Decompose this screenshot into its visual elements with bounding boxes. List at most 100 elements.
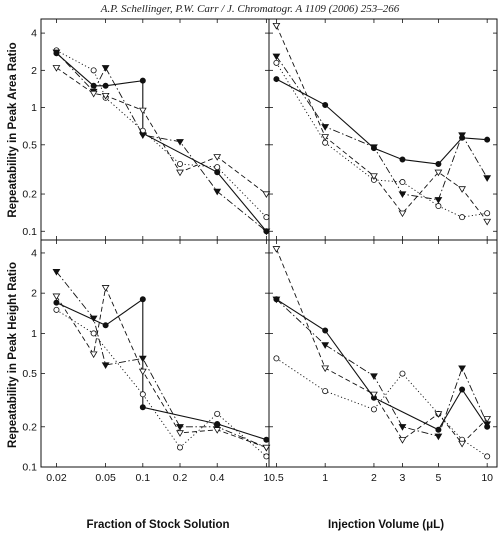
data-point	[321, 134, 330, 141]
data-point	[214, 410, 221, 417]
x-tick-label: 2	[371, 472, 377, 484]
data-point	[434, 411, 443, 418]
series-line-open-circle	[56, 50, 267, 218]
x-tick-label: 1	[322, 472, 328, 484]
data-point	[214, 164, 221, 171]
data-point	[101, 285, 110, 292]
data-point	[139, 404, 146, 411]
x-tick-label: 0.2	[173, 472, 188, 484]
x-tick-label: 0.1	[136, 472, 151, 484]
y-tick-label: 1	[31, 328, 37, 340]
data-point	[262, 191, 271, 199]
data-point	[399, 370, 406, 377]
data-point	[53, 299, 60, 306]
data-point	[273, 355, 280, 362]
data-point	[399, 156, 406, 163]
x-tick-label: 0.05	[95, 472, 116, 484]
data-point	[484, 136, 491, 143]
data-point	[370, 391, 378, 399]
data-point	[89, 351, 98, 359]
data-point	[459, 214, 466, 221]
data-point	[370, 373, 378, 380]
panel-top-right	[268, 18, 498, 241]
data-point	[435, 160, 442, 167]
series-line-open-triangle-down	[275, 248, 488, 445]
data-point	[435, 203, 442, 210]
series-line-open-circle	[276, 358, 488, 457]
data-point	[272, 296, 281, 304]
data-point	[399, 179, 406, 186]
y-tick-label: 0.5	[22, 139, 37, 151]
data-point	[321, 342, 330, 349]
data-point	[273, 76, 280, 83]
data-point	[458, 186, 466, 193]
data-point	[484, 210, 491, 217]
data-point	[434, 197, 443, 204]
series-line-filled-triangle-down	[276, 55, 488, 201]
data-point	[263, 453, 270, 460]
series-line-filled-circle	[276, 78, 488, 165]
series-line-open-triangle-down	[275, 25, 488, 222]
panel-bottom-right: 0.5 1 2 3 5 10	[268, 239, 498, 484]
data-point	[322, 388, 329, 395]
series-line-filled-circle	[276, 298, 488, 431]
x-tick-label: 1	[263, 472, 269, 484]
data-point	[177, 444, 184, 451]
data-point	[138, 368, 147, 376]
data-point	[90, 67, 97, 74]
data-point	[398, 424, 407, 431]
data-point	[213, 188, 222, 196]
data-point	[52, 269, 61, 276]
data-point	[139, 77, 146, 84]
series-line-filled-circle	[56, 298, 267, 441]
data-point	[138, 355, 147, 363]
y-tick-label: 4	[31, 28, 37, 40]
data-point	[52, 49, 61, 57]
y-axis-label-top: Repeatability in Peak Area Ratio	[7, 42, 19, 217]
data-point	[322, 101, 329, 108]
y-tick-label: 0.2	[22, 189, 37, 201]
data-point	[272, 53, 281, 61]
data-point	[101, 92, 110, 100]
data-point	[322, 139, 329, 146]
data-point	[138, 132, 147, 139]
data-point	[483, 218, 492, 226]
data-point	[176, 139, 184, 146]
series-line-filled-triangle-down	[56, 51, 267, 232]
y-tick-label: 0.1	[22, 226, 37, 238]
page-header-citation: A.P. Schellinger, P.W. Carr / J. Chromat…	[100, 3, 400, 15]
data-point	[398, 191, 407, 199]
y-axis-label-bottom: Repeatability in Peak Height Ratio	[7, 262, 19, 448]
data-point	[321, 124, 330, 131]
series-line-open-circle	[276, 62, 488, 218]
plot-frame	[268, 239, 498, 468]
data-point	[89, 315, 98, 323]
data-point	[176, 430, 184, 437]
plot-frame	[40, 239, 270, 468]
plot-frame	[40, 18, 270, 241]
data-point	[458, 132, 466, 139]
x-tick-label: 0.4	[210, 472, 225, 484]
data-point	[176, 169, 184, 177]
data-point	[139, 391, 146, 398]
data-point	[272, 246, 281, 253]
data-point	[262, 228, 271, 236]
data-point	[102, 322, 109, 329]
data-point	[370, 144, 378, 151]
data-point	[322, 327, 329, 334]
data-point	[272, 22, 281, 30]
data-point	[53, 306, 60, 313]
data-point	[138, 107, 147, 115]
data-point	[101, 65, 110, 72]
data-point	[52, 293, 61, 301]
data-point	[262, 444, 271, 452]
y-tick-label: 4	[31, 247, 37, 259]
data-point	[101, 362, 110, 369]
x-tick-label: 10	[481, 472, 493, 484]
x-tick-label: 3	[400, 472, 406, 484]
data-point	[370, 173, 378, 180]
x-axis-label-left: Fraction of Stock Solution	[86, 519, 229, 531]
data-point	[398, 437, 407, 444]
data-point	[177, 160, 184, 167]
